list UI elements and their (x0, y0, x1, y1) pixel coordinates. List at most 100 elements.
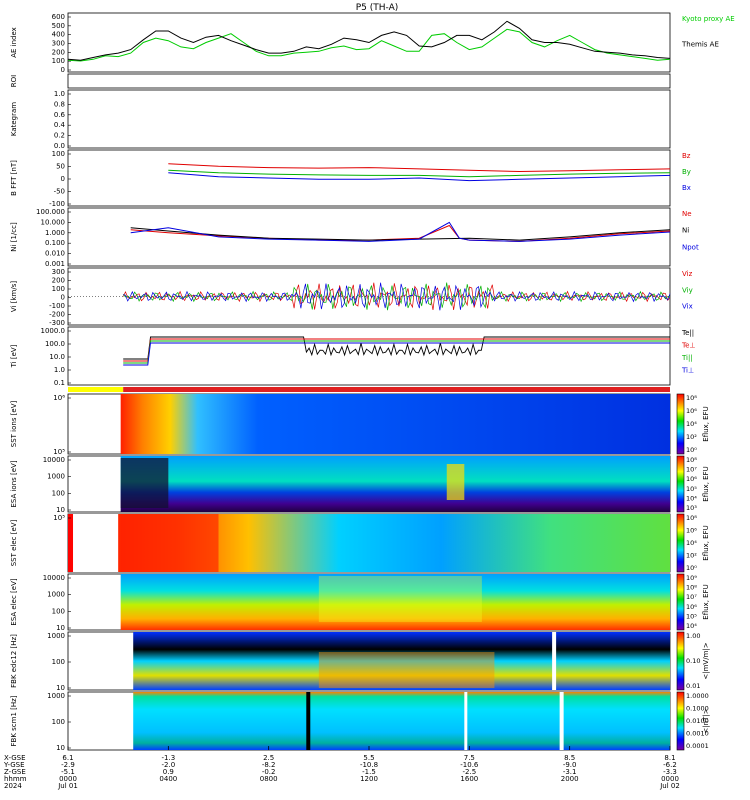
bfield-ytick-label: -50 (54, 188, 65, 196)
velocity-legend-0: Viz (682, 270, 693, 278)
xaxis-tick-x: 2.5 (263, 754, 274, 762)
sst_elec-colorbar (676, 513, 685, 573)
xaxis-tick-z: -3.1 (563, 768, 577, 776)
sst_elec-colorbar-tick: 10⁴ (686, 539, 697, 547)
ae-ytick-label: 0 (61, 66, 65, 74)
ae-ytick-label: 100 (52, 57, 65, 65)
esa_elec-colorbar-tick: 10⁵ (686, 612, 697, 620)
axis-labels-layer: AE index6005004003002001000ROIKategram1.… (10, 13, 71, 752)
xaxis-row-label: X-GSE (4, 754, 26, 762)
sst_elec-colorbar-tick: 10² (686, 552, 697, 560)
temperature-legend-3: Ti⊥ (681, 367, 694, 375)
esa_ion-colorbar-tick: 10⁷ (686, 466, 697, 474)
esa-ion-burst (446, 464, 465, 500)
fbk-b-gap1 (464, 692, 468, 750)
fbk_e-colorbar-tick: 0.01 (686, 682, 700, 690)
esa_ion-ytick-label: 10000 (43, 456, 65, 464)
velocity-ytick-label: 300 (52, 268, 65, 276)
xaxis-row-label: hhmm (4, 775, 27, 783)
xaxis-tick-x: -1.3 (161, 754, 175, 762)
fbk_b-colorbar-tick: 0.0100 (686, 717, 709, 725)
kategram-ylabel: Kategram (10, 102, 18, 136)
xaxis-tick-z: -3.3 (663, 768, 677, 776)
fbk_b-ytick-label: 100 (52, 718, 65, 726)
density-legend-0: Ne (682, 210, 692, 218)
sst_ion-colorbar-label: Eflux, EFU (702, 406, 710, 441)
xaxis-row-label: Z-GSE (4, 768, 26, 776)
xaxis-tick-x: 7.5 (464, 754, 475, 762)
xaxis-tick-z: -1.5 (362, 768, 376, 776)
bfield-series-0 (168, 163, 671, 173)
ae-legend-1: Themis AE (681, 41, 719, 49)
bfield-panel-frame (67, 149, 671, 207)
line-series-layer (67, 20, 671, 366)
temperature-ytick-label: 1000.0 (41, 327, 66, 335)
ae-legend-0: Kyoto proxy AE (682, 15, 735, 23)
fbk_e-colorbar-tick: 0.10 (686, 657, 700, 665)
velocity-ytick-label: 200 (52, 277, 65, 285)
esa_elec-colorbar-tick: 10⁶ (686, 603, 697, 611)
esa_elec-ytick-label: 10 (56, 624, 65, 632)
sst_elec-ytick-label: 10⁵ (53, 514, 65, 522)
temperature-ytick-label: 100.0 (45, 340, 65, 348)
velocity-series-1 (122, 282, 671, 311)
fbk_e-ytick-label: 10 (56, 684, 65, 692)
bfield-ytick-label: 0 (61, 175, 65, 183)
fbk-e-active (318, 652, 495, 688)
esa_elec-ytick-label: 1000 (47, 591, 65, 599)
esa_elec-colorbar-tick: 10⁸ (686, 584, 697, 592)
xaxis-tick-y: -2.0 (161, 761, 175, 769)
density-ytick-label: 0.100 (45, 239, 65, 247)
fbk_b-colorbar-tick: 0.0001 (686, 742, 709, 750)
sst_ion-ytick-label: 10⁶ (53, 394, 65, 402)
roi-panel-frame (67, 73, 671, 89)
density-series-2 (130, 221, 671, 242)
esa_elec-heatmap (120, 574, 671, 630)
fbk_e-colorbar-label: <|mV/m|> (702, 642, 710, 679)
bfield-series-1 (168, 169, 671, 178)
density-ylabel: Ni [1/cc] (10, 222, 18, 252)
velocity-ytick-label: -200 (49, 311, 65, 319)
esa_elec-ytick-label: 100 (52, 607, 65, 615)
sst_ion-ylabel: SST ions [eV] (10, 400, 18, 447)
esa_elec-colorbar-tick: 10⁴ (686, 622, 697, 630)
ae-ytick-label: 200 (52, 48, 65, 56)
density-series-0 (130, 224, 671, 242)
kategram-ytick-label: 0.8 (54, 100, 65, 108)
temperature-series-3 (123, 342, 670, 366)
density-legend-2: Npot (682, 243, 699, 251)
xaxis-tick-z: -0.2 (262, 768, 276, 776)
xaxis-tick-y: -8.2 (262, 761, 276, 769)
bfield-legend-0: Bz (682, 152, 691, 160)
x-axis: X-GSEY-GSEZ-GSEhhmm20246.1-2.9-5.10000Ju… (3, 746, 680, 790)
esa-elec-active (318, 576, 482, 622)
temperature-panel-frame (67, 326, 671, 386)
esa_ion-ylabel: ESA ions [eV] (10, 460, 18, 507)
density-legend-1: Ni (682, 227, 689, 235)
xaxis-tick-x: 6.1 (62, 754, 73, 762)
legends-layer: Kyoto proxy AE Themis AE Bz By Bx Ne Ni Npot Viz… (681, 15, 735, 375)
sst_ion-ytick-label: 10⁵ (53, 448, 65, 456)
fbk-b-gap2 (559, 692, 564, 750)
temperature-series-2 (123, 340, 670, 364)
fbk_e-colorbar-tick: 1.00 (686, 632, 700, 640)
esa_elec-colorbar-label: Eflux, EFU (702, 584, 710, 619)
xaxis-tick-y: -6.2 (663, 761, 677, 769)
sst_elec-colorbar-label: Eflux, EFU (702, 525, 710, 560)
sst_elec-colorbar-tick: 10⁸ (686, 514, 697, 522)
esa_elec-ylabel: ESA elec [eV] (10, 578, 18, 625)
esa_ion-colorbar-tick: 10⁴ (686, 494, 697, 502)
plot-title: P5 (TH-A) (356, 3, 399, 13)
esa_ion-colorbar-tick: 10⁵ (686, 485, 697, 493)
ae-ytick-label: 600 (52, 13, 65, 21)
xaxis-tick-date: Jul 02 (659, 782, 680, 790)
sst_elec-ylabel: SST elec [eV] (10, 519, 18, 566)
temperature-legend-1: Te⊥ (681, 342, 696, 350)
density-ytick-label: 0.001 (45, 260, 65, 268)
kategram-ytick-label: 0.6 (54, 111, 66, 119)
temperature-ylabel: Ti [eV] (10, 344, 18, 368)
temperature-legend-2: Ti|| (681, 354, 693, 362)
xaxis-tick-hhmm: 1600 (460, 775, 478, 783)
xaxis-tick-hhmm: 0800 (260, 775, 278, 783)
ae-panel-frame (67, 12, 671, 73)
